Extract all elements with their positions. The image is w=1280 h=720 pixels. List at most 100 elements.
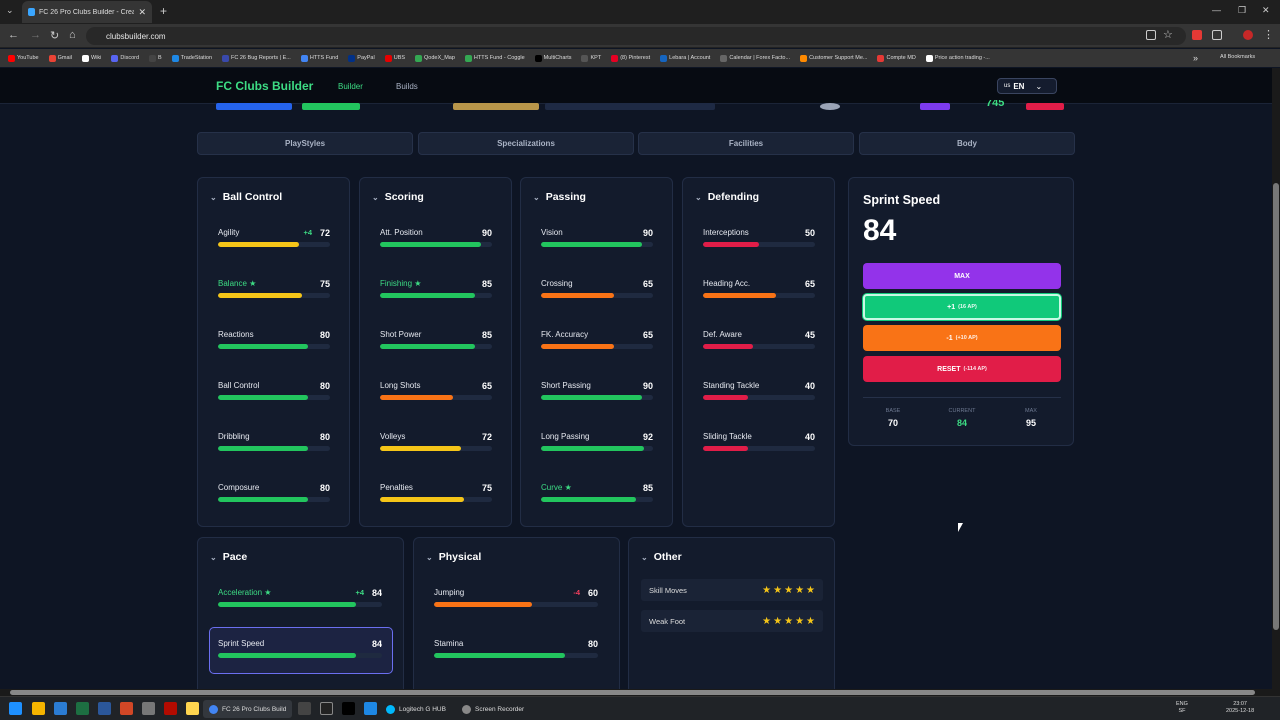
bookmark-item[interactable]: Lebara | Account (660, 54, 710, 62)
bookmark-item[interactable]: TradeStation (171, 54, 212, 62)
increase-button[interactable]: +1 (16 AP) (863, 294, 1061, 320)
app-icon[interactable] (320, 702, 333, 715)
tab-facilities[interactable]: Facilities (638, 132, 854, 155)
bookmark-item[interactable]: Wiki (82, 54, 101, 62)
nav-builder[interactable]: Builder (338, 82, 363, 91)
minimize-button[interactable]: — (1212, 5, 1221, 15)
bookmark-item[interactable]: Discord (111, 54, 139, 62)
url-field[interactable]: clubsbuilder.com (86, 27, 1186, 45)
app-icon[interactable] (54, 702, 67, 715)
max-button[interactable]: MAX (863, 263, 1061, 289)
acrobat-icon[interactable] (164, 702, 177, 715)
file-explorer-icon[interactable] (32, 702, 45, 715)
panel-header[interactable]: ⌄ Passing (533, 191, 586, 203)
stat-row[interactable]: Dribbling 80 (218, 432, 330, 466)
powerpoint-icon[interactable] (120, 702, 133, 715)
horizontal-scrollbar[interactable] (0, 689, 1280, 696)
stat-row[interactable]: Sprint Speed 84 (218, 639, 382, 673)
scroll-thumb[interactable] (1273, 183, 1279, 630)
stat-row[interactable]: Balance ★ 75 (218, 279, 330, 313)
input-language[interactable]: ENG SF (1176, 701, 1188, 715)
nav-builds[interactable]: Builds (396, 82, 418, 91)
decrease-button[interactable]: -1 (+10 AP) (863, 325, 1061, 351)
stat-row[interactable]: Finishing ★ 85 (380, 279, 492, 313)
bookmark-item[interactable]: Gmail (48, 54, 72, 62)
bookmark-item[interactable]: B (149, 54, 162, 62)
reload-icon[interactable]: ↻ (50, 30, 60, 42)
bookmark-item[interactable]: QodeX_Map (415, 54, 455, 62)
vertical-scrollbar[interactable] (1272, 68, 1280, 689)
browser-tab[interactable]: FC 26 Pro Clubs Builder - Create R ✕ (22, 1, 152, 23)
taskbar-chrome[interactable]: FC 26 Pro Clubs Build (203, 700, 293, 718)
bookmark-item[interactable]: HTTS Fund - Coggle (464, 54, 525, 62)
stat-row[interactable]: Att. Position 90 (380, 228, 492, 262)
bookmark-item[interactable]: Price action trading -... (925, 54, 990, 62)
tab-close-icon[interactable]: ✕ (138, 6, 146, 17)
stat-row[interactable]: Acceleration ★ +4 84 (218, 588, 382, 622)
tab-body[interactable]: Body (859, 132, 1075, 155)
bookmark-item[interactable]: Calendar | Forex Facto... (720, 54, 790, 62)
stat-row[interactable]: Short Passing 90 (541, 381, 653, 415)
forward-icon[interactable]: → (30, 29, 41, 41)
profile-avatar[interactable] (1243, 30, 1253, 40)
maximize-button[interactable]: ❐ (1238, 5, 1247, 15)
stat-row[interactable]: Vision 90 (541, 228, 653, 262)
bookmark-item[interactable]: YouTube (8, 54, 39, 62)
stat-row[interactable]: Standing Tackle 40 (703, 381, 815, 415)
stat-row[interactable]: Heading Acc. 65 (703, 279, 815, 313)
excel-icon[interactable] (76, 702, 89, 715)
stat-row[interactable]: Ball Control 80 (218, 381, 330, 415)
bookmarks-overflow-icon[interactable]: » (1193, 53, 1199, 63)
bookmark-item[interactable]: KPT (581, 54, 601, 62)
stat-row[interactable]: Interceptions 50 (703, 228, 815, 262)
star-rating[interactable]: ★★★★★ (762, 584, 817, 596)
close-window-button[interactable]: ✕ (1262, 5, 1270, 15)
app-icon[interactable] (298, 702, 311, 715)
tab-playstyles[interactable]: PlayStyles (197, 132, 413, 155)
stat-row[interactable]: Stamina 80 (434, 639, 598, 673)
panel-header[interactable]: ⌄ Defending (695, 191, 759, 203)
language-selector[interactable]: us EN ⌄ (997, 78, 1057, 94)
tradestation-icon[interactable] (364, 702, 377, 715)
bookmark-item[interactable]: UBS (384, 54, 405, 62)
taskbar-screen-recorder[interactable]: Screen Recorder (456, 700, 530, 718)
header-button-partial[interactable] (302, 103, 360, 110)
panel-header[interactable]: ⌄ Scoring (372, 191, 424, 203)
back-icon[interactable]: ← (8, 29, 19, 41)
bookmark-item[interactable]: (8) Pinterest (611, 54, 650, 62)
extensions-puzzle-icon[interactable] (1212, 30, 1222, 40)
notes-icon[interactable] (186, 702, 199, 715)
stat-row[interactable]: Curve ★ 85 (541, 483, 653, 517)
stat-row[interactable]: Volleys 72 (380, 432, 492, 466)
settings-icon[interactable] (142, 702, 155, 715)
reset-button[interactable]: RESET (-114 AP) (863, 356, 1061, 382)
stat-row[interactable]: Long Shots 65 (380, 381, 492, 415)
header-button-partial[interactable] (216, 103, 292, 110)
stat-row[interactable]: Shot Power 85 (380, 330, 492, 364)
multicharts-icon[interactable] (342, 702, 355, 715)
bookmark-item[interactable]: Customer Support Me... (800, 54, 867, 62)
stat-row[interactable]: FK. Accuracy 65 (541, 330, 653, 364)
clock[interactable]: 23:07 2025-12-18 (1226, 701, 1254, 715)
bookmark-item[interactable]: MultiCharts (534, 54, 571, 62)
stat-row[interactable]: Penalties 75 (380, 483, 492, 517)
stat-row[interactable]: Jumping -4 60 (434, 588, 598, 622)
taskbar-logitech[interactable]: Logitech G HUB (380, 700, 452, 718)
bookmark-item[interactable]: Compte MD (877, 54, 916, 62)
brand-logo[interactable]: FC Clubs Builder (216, 79, 314, 93)
stat-row[interactable]: Reactions 80 (218, 330, 330, 364)
stat-row[interactable]: Sliding Tackle 40 (703, 432, 815, 466)
stat-row[interactable]: Agility +4 72 (218, 228, 330, 262)
new-tab-button[interactable]: + (160, 4, 168, 18)
stat-row[interactable]: Def. Aware 45 (703, 330, 815, 364)
bookmark-item[interactable]: PayPal (348, 54, 375, 62)
bookmark-item[interactable]: FC 26 Bug Reports | E... (222, 54, 291, 62)
all-bookmarks-folder[interactable]: All Bookmarks (1220, 54, 1256, 60)
browser-menu-icon[interactable]: ⋮ (1263, 29, 1274, 41)
stat-row[interactable]: Crossing 65 (541, 279, 653, 313)
star-rating[interactable]: ★★★★★ (762, 615, 817, 627)
word-icon[interactable] (98, 702, 111, 715)
start-icon[interactable] (9, 702, 22, 715)
selected-stat-highlight[interactable] (209, 627, 393, 674)
home-icon[interactable]: ⌂ (69, 29, 76, 41)
